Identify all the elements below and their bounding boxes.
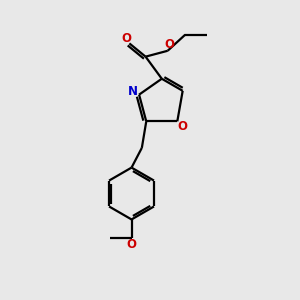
Text: O: O (178, 120, 188, 133)
Text: O: O (165, 38, 175, 51)
Text: O: O (127, 238, 136, 251)
Text: N: N (128, 85, 138, 98)
Text: O: O (122, 32, 131, 45)
